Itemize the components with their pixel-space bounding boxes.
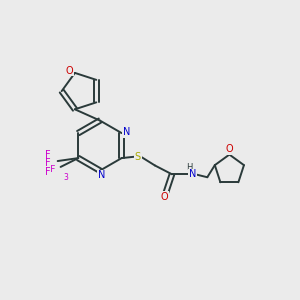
Text: F: F bbox=[44, 167, 50, 177]
Text: N: N bbox=[98, 170, 105, 180]
Text: H: H bbox=[186, 163, 193, 172]
Text: 3: 3 bbox=[64, 173, 68, 182]
Text: CF: CF bbox=[45, 165, 56, 174]
Text: O: O bbox=[226, 144, 233, 154]
Text: O: O bbox=[161, 192, 168, 202]
Text: N: N bbox=[189, 169, 196, 179]
Text: N: N bbox=[123, 128, 130, 137]
Text: F: F bbox=[44, 158, 50, 168]
Text: O: O bbox=[66, 66, 74, 76]
Text: S: S bbox=[135, 152, 141, 162]
Text: F: F bbox=[44, 150, 50, 160]
